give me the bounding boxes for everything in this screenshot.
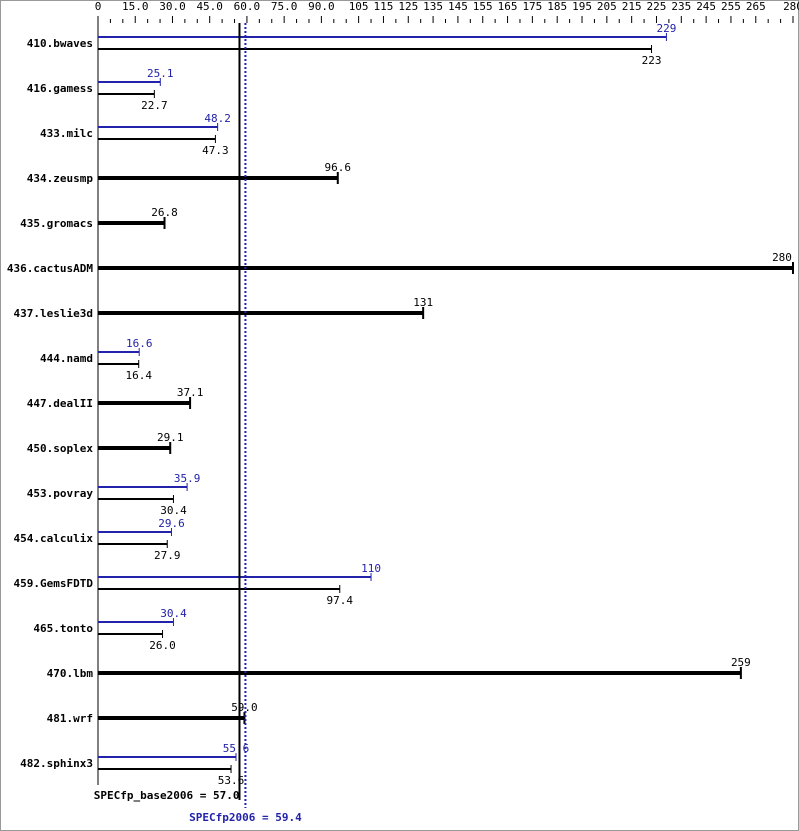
peak-value-label: 16.6 [126,337,153,350]
category-label: 434.zeusmp [27,172,94,185]
x-tick-label: 15.0 [122,0,149,13]
peak-value-label: 55.6 [223,742,250,755]
base-value-label: 30.4 [160,504,187,517]
base-value-label: 26.8 [151,206,178,219]
peak-value-label: 229 [656,22,676,35]
x-tick-label: 60.0 [234,0,261,13]
category-label: 453.povray [27,487,94,500]
base-value-label: 223 [642,54,662,67]
base-value-label: 53.6 [218,774,245,787]
peak-value-label: 48.2 [204,112,231,125]
category-label: 444.namd [40,352,93,365]
x-tick-label: 30.0 [159,0,186,13]
category-label: 437.leslie3d [14,307,93,320]
x-tick-label: 185 [547,0,567,13]
x-tick-label: 205 [597,0,617,13]
category-label: 459.GemsFDTD [14,577,94,590]
x-tick-label: 155 [473,0,493,13]
category-label: 482.sphinx3 [20,757,93,770]
peak-mean-label: SPECfp2006 = 59.4 [189,811,302,824]
x-tick-label: 235 [671,0,691,13]
category-label: 465.tonto [33,622,93,635]
x-tick-label: 145 [448,0,468,13]
peak-value-label: 110 [361,562,381,575]
category-label: 435.gromacs [20,217,93,230]
category-label: 416.gamess [27,82,93,95]
base-value-label: 22.7 [141,99,168,112]
x-tick-label: 165 [498,0,518,13]
peak-value-label: 30.4 [160,607,187,620]
x-tick-label: 280 [783,0,799,13]
x-tick-label: 225 [647,0,667,13]
x-tick-label: 115 [374,0,394,13]
x-tick-label: 105 [349,0,369,13]
base-value-label: 37.1 [177,386,204,399]
category-label: 454.calculix [14,532,94,545]
base-value-label: 259 [731,656,751,669]
peak-value-label: 29.6 [158,517,185,530]
category-label: 470.lbm [47,667,94,680]
x-tick-label: 75.0 [271,0,298,13]
x-tick-label: 245 [696,0,716,13]
x-tick-label: 45.0 [196,0,223,13]
base-mean-label: SPECfp_base2006 = 57.0 [94,789,240,802]
category-label: 450.soplex [27,442,94,455]
x-tick-label: 135 [423,0,443,13]
category-label: 481.wrf [47,712,93,725]
base-value-label: 26.0 [149,639,176,652]
base-value-label: 47.3 [202,144,229,157]
base-value-label: 131 [413,296,433,309]
x-tick-label: 215 [622,0,642,13]
x-tick-label: 255 [721,0,741,13]
base-value-label: 16.4 [125,369,152,382]
x-tick-label: 265 [746,0,766,13]
peak-value-label: 35.9 [174,472,201,485]
base-value-label: 97.4 [327,594,354,607]
category-label: 436.cactusADM [7,262,93,275]
x-tick-label: 195 [572,0,592,13]
base-value-label: 280 [772,251,792,264]
base-value-label: 27.9 [154,549,181,562]
x-tick-label: 125 [398,0,418,13]
category-label: 433.milc [40,127,93,140]
x-tick-label: 90.0 [308,0,335,13]
base-value-label: 96.6 [325,161,352,174]
base-value-label: 29.1 [157,431,184,444]
x-tick-label: 175 [522,0,542,13]
x-tick-label: 0 [95,0,102,13]
category-label: 410.bwaves [27,37,93,50]
peak-value-label: 25.1 [147,67,174,80]
category-label: 447.dealII [27,397,93,410]
